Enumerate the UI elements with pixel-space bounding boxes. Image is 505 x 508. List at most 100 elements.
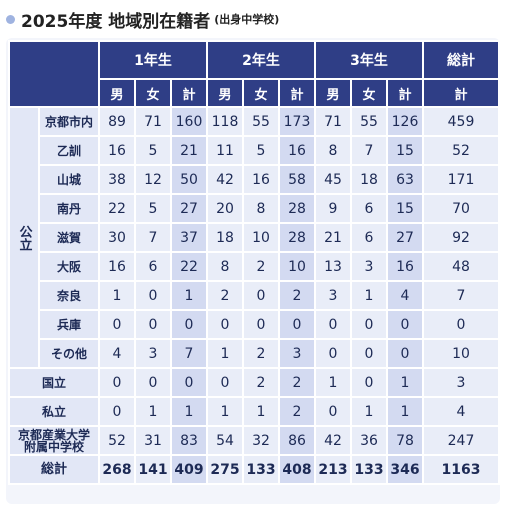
data-row: 私立 0 1 1 1 1 2 0 1 1 4 xyxy=(8,396,500,427)
cell: 459 xyxy=(422,106,500,137)
cell: 173 xyxy=(278,106,316,137)
cell: 15 xyxy=(386,135,424,166)
cell: 0 xyxy=(350,309,388,340)
cell: 10 xyxy=(422,338,500,369)
cell: 0 xyxy=(170,309,208,340)
data-row: 乙訓 16 5 21 11 5 16 8 7 15 52 xyxy=(9,135,500,166)
cell: 4 xyxy=(422,396,500,427)
row-label: 京都市内 xyxy=(38,106,100,137)
cell: 63 xyxy=(386,164,424,195)
cell: 10 xyxy=(242,222,280,253)
data-row: 滋賀 30 7 37 18 10 28 21 6 27 92 xyxy=(9,222,500,253)
cell: 6 xyxy=(350,193,388,224)
cell: 126 xyxy=(386,106,424,137)
cell: 0 xyxy=(134,280,172,311)
cell: 3 xyxy=(278,338,316,369)
cell: 48 xyxy=(422,251,500,282)
sub-header: 男 xyxy=(314,78,352,108)
cell: 16 xyxy=(242,164,280,195)
cell: 86 xyxy=(278,425,316,456)
cell: 2 xyxy=(206,280,244,311)
grand-header: 総計 xyxy=(422,40,500,80)
cell: 18 xyxy=(206,222,244,253)
data-row: 兵庫 0 0 0 0 0 0 0 0 0 0 xyxy=(9,309,500,340)
row-label: その他 xyxy=(38,338,100,369)
cell: 89 xyxy=(98,106,136,137)
sub-header: 女 xyxy=(134,78,172,108)
cell: 0 xyxy=(170,367,208,398)
cell: 20 xyxy=(206,193,244,224)
cell: 7 xyxy=(422,280,500,311)
cell: 1 xyxy=(242,396,280,427)
cell: 38 xyxy=(98,164,136,195)
cell: 16 xyxy=(98,251,136,282)
group-label: 公立 xyxy=(8,106,40,369)
cell: 5 xyxy=(242,135,280,166)
data-row: 奈良 1 0 1 2 0 2 3 1 4 7 xyxy=(9,280,500,311)
cell: 22 xyxy=(98,193,136,224)
cell: 0 xyxy=(314,338,352,369)
cell: 27 xyxy=(170,193,208,224)
cell: 21 xyxy=(170,135,208,166)
total-row: 総計 268 141 409 275 133 408 213 133 346 1163 xyxy=(8,454,500,485)
cell: 12 xyxy=(134,164,172,195)
cell: 31 xyxy=(134,425,172,456)
cell: 83 xyxy=(170,425,208,456)
cell: 0 xyxy=(386,338,424,369)
cell: 0 xyxy=(98,309,136,340)
sub-header: 計 xyxy=(386,78,424,108)
cell: 28 xyxy=(278,193,316,224)
cell: 0 xyxy=(206,309,244,340)
cell: 55 xyxy=(350,106,388,137)
cell: 6 xyxy=(350,222,388,253)
row-label: 国立 xyxy=(8,367,100,398)
cell: 7 xyxy=(134,222,172,253)
sub-header: 男 xyxy=(206,78,244,108)
subheader-row: 男女計男女計男女計計 xyxy=(9,78,500,108)
cell: 92 xyxy=(422,222,500,253)
year-header: 3年生 xyxy=(314,40,424,80)
cell: 52 xyxy=(98,425,136,456)
data-row: 山城 38 12 50 42 16 58 45 18 63 171 xyxy=(9,164,500,195)
cell: 6 xyxy=(134,251,172,282)
cell: 1 xyxy=(350,396,388,427)
cell: 7 xyxy=(170,338,208,369)
cell: 16 xyxy=(386,251,424,282)
cell: 0 xyxy=(98,396,136,427)
cell: 409 xyxy=(170,454,208,485)
cell: 58 xyxy=(278,164,316,195)
cell: 8 xyxy=(314,135,352,166)
cell: 42 xyxy=(314,425,352,456)
cell: 275 xyxy=(206,454,244,485)
data-row: 南丹 22 5 27 20 8 28 9 6 15 70 xyxy=(9,193,500,224)
cell: 71 xyxy=(134,106,172,137)
row-label: 兵庫 xyxy=(38,309,100,340)
bullet xyxy=(6,14,15,24)
cell: 408 xyxy=(278,454,316,485)
cell: 2 xyxy=(278,396,316,427)
row-label: 南丹 xyxy=(38,193,100,224)
cell: 1 xyxy=(350,280,388,311)
row-label: 京都産業大学 附属中学校 xyxy=(8,425,100,456)
cell: 1 xyxy=(170,280,208,311)
title-sub: (出身中学校) xyxy=(214,13,280,26)
cell: 0 xyxy=(314,309,352,340)
data-row: 大阪 16 6 22 8 2 10 13 3 16 48 xyxy=(9,251,500,282)
row-label: 乙訓 xyxy=(38,135,100,166)
cell: 71 xyxy=(314,106,352,137)
cell: 2 xyxy=(242,251,280,282)
cell: 70 xyxy=(422,193,500,224)
row-label: 山城 xyxy=(38,164,100,195)
cell: 247 xyxy=(422,425,500,456)
cell: 16 xyxy=(278,135,316,166)
cell: 133 xyxy=(242,454,280,485)
cell: 55 xyxy=(242,106,280,137)
cell: 78 xyxy=(386,425,424,456)
cell: 0 xyxy=(134,309,172,340)
row-label: 大阪 xyxy=(38,251,100,282)
data-row: 京都産業大学 附属中学校 52 31 83 54 32 86 42 36 78 247 xyxy=(8,425,500,456)
cell: 5 xyxy=(134,135,172,166)
cell: 18 xyxy=(350,164,388,195)
sub-header: 計 xyxy=(278,78,316,108)
